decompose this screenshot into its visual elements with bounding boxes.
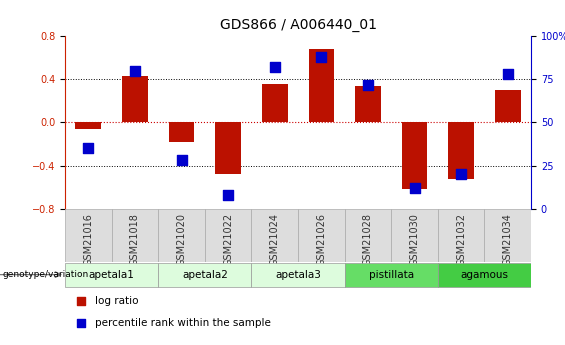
Text: GSM21022: GSM21022 (223, 213, 233, 266)
Text: apetala1: apetala1 (89, 270, 134, 279)
Bar (215, 122, 241, 174)
Bar (308, 49, 334, 122)
FancyBboxPatch shape (438, 264, 531, 287)
FancyBboxPatch shape (112, 209, 158, 262)
Bar (355, 86, 381, 122)
Text: GSM21030: GSM21030 (410, 213, 420, 266)
Point (77, 320, 86, 326)
Text: GSM21016: GSM21016 (83, 213, 93, 266)
Text: GSM21024: GSM21024 (270, 213, 280, 266)
Point (131, 68, 140, 73)
Text: agamous: agamous (460, 270, 508, 279)
Bar (76, 122, 101, 129)
Text: percentile rank within the sample: percentile rank within the sample (95, 318, 271, 328)
Bar (402, 122, 427, 189)
FancyBboxPatch shape (251, 209, 298, 262)
FancyBboxPatch shape (298, 209, 345, 262)
Bar (495, 90, 520, 122)
Point (77, 298, 86, 303)
FancyBboxPatch shape (485, 209, 531, 262)
FancyBboxPatch shape (65, 264, 158, 287)
Text: GSM21034: GSM21034 (503, 213, 513, 266)
FancyBboxPatch shape (65, 209, 112, 262)
Point (457, 171, 466, 177)
Point (410, 185, 419, 191)
Text: GSM21026: GSM21026 (316, 213, 327, 266)
Point (84, 146, 93, 151)
FancyBboxPatch shape (158, 264, 251, 287)
Point (224, 192, 233, 198)
Bar (449, 122, 474, 178)
FancyBboxPatch shape (392, 209, 438, 262)
FancyBboxPatch shape (438, 209, 485, 262)
FancyBboxPatch shape (158, 209, 205, 262)
Text: GSM21020: GSM21020 (176, 213, 186, 266)
Point (177, 158, 186, 163)
Text: apetala3: apetala3 (275, 270, 321, 279)
Text: genotype/variation: genotype/variation (3, 270, 89, 279)
Point (317, 54, 326, 60)
Bar (122, 76, 147, 122)
Point (503, 71, 512, 77)
Point (363, 82, 372, 87)
Text: GSM21032: GSM21032 (456, 213, 466, 266)
FancyBboxPatch shape (345, 209, 392, 262)
FancyBboxPatch shape (345, 264, 438, 287)
Point (270, 65, 279, 70)
Title: GDS866 / A006440_01: GDS866 / A006440_01 (220, 18, 376, 32)
FancyBboxPatch shape (251, 264, 345, 287)
Text: log ratio: log ratio (95, 296, 139, 306)
Text: apetala2: apetala2 (182, 270, 228, 279)
Bar (262, 83, 288, 122)
Text: GSM21018: GSM21018 (130, 213, 140, 266)
Text: pistillata: pistillata (369, 270, 414, 279)
Text: GSM21028: GSM21028 (363, 213, 373, 266)
FancyBboxPatch shape (205, 209, 251, 262)
Bar (169, 122, 194, 142)
